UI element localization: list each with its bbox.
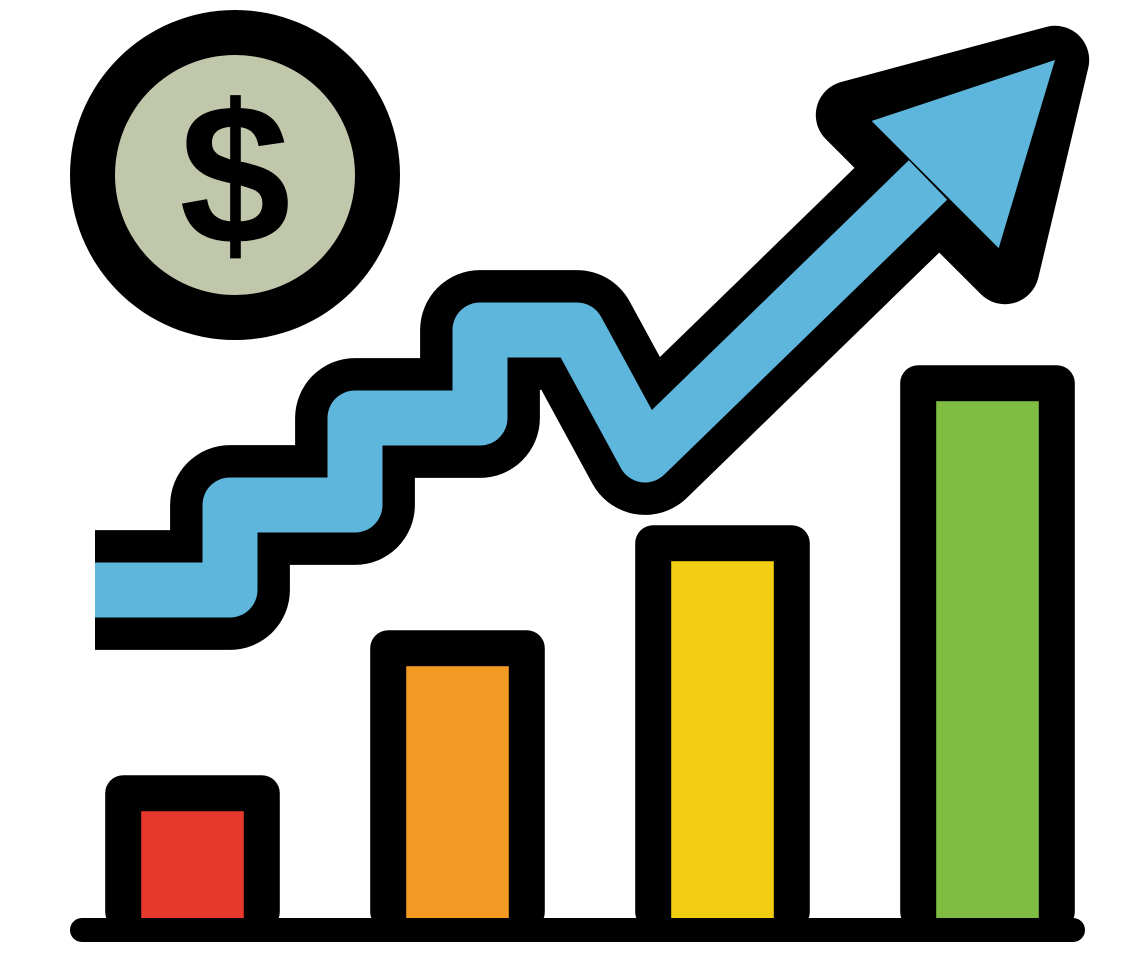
bar-2 <box>406 666 509 930</box>
bar-1 <box>141 811 244 930</box>
bar-3 <box>671 561 774 930</box>
dollar-symbol: $ <box>179 64 290 287</box>
chart-baseline <box>70 918 1085 942</box>
bar-4 <box>936 401 1039 930</box>
financial-growth-icon: $ <box>0 0 1147 980</box>
